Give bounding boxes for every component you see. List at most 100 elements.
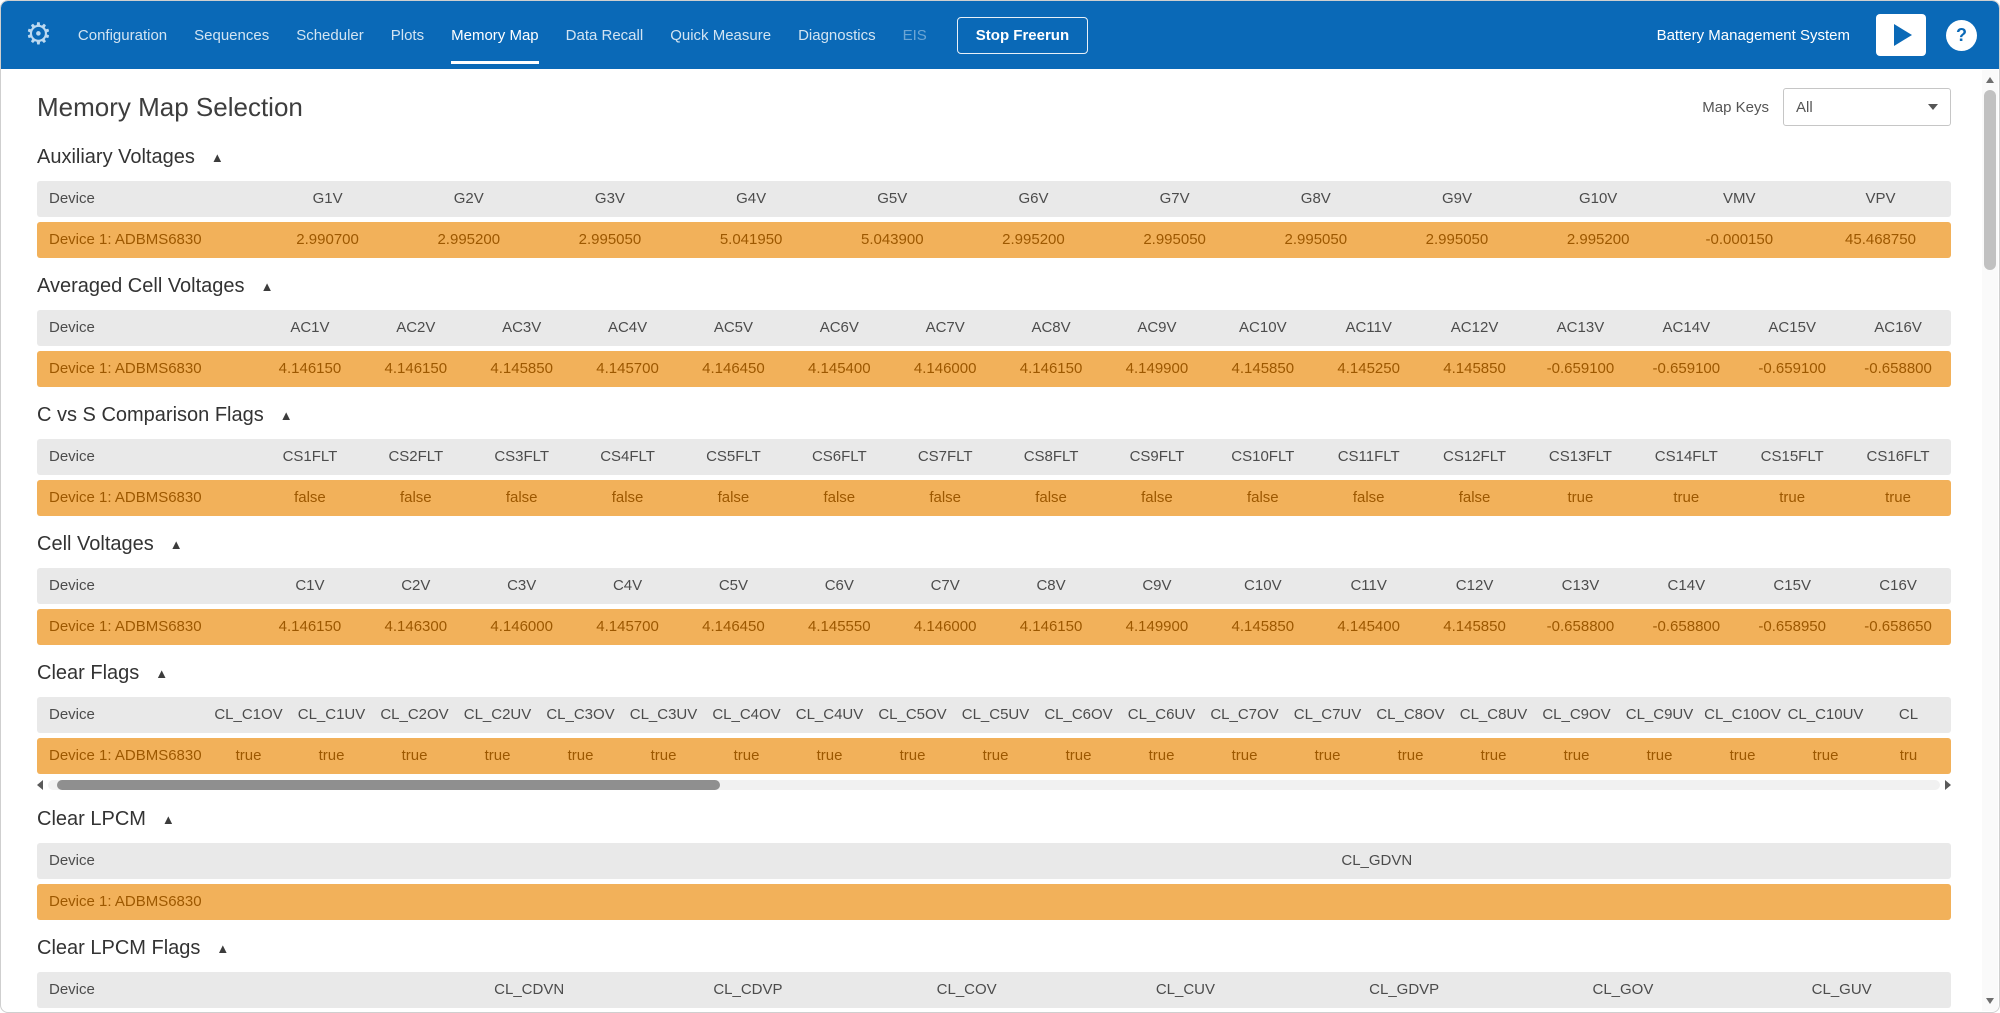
table-cell: Device 1: ADBMS6830 — [49, 489, 202, 506]
table-cell: 4.149900 — [1125, 360, 1189, 377]
table-header-row: Device CS1FLT CS2FLT CS3FLT CS4FLT CS5FLT CS6F… — [37, 439, 1951, 475]
column-header: AC15V — [1768, 319, 1816, 336]
table-cell: true — [1563, 747, 1590, 764]
settings-gear-icon[interactable]: ⚙ — [25, 18, 52, 51]
table-cell: 5.043900 — [860, 231, 924, 248]
help-icon[interactable]: ? — [1946, 19, 1977, 51]
column-header: AC8V — [1031, 319, 1071, 336]
column-header: AC1V — [290, 319, 330, 336]
column-header: CL_GDVN — [1341, 852, 1413, 869]
table-cell: Device 1: ADBMS6830 — [49, 360, 202, 377]
collapse-arrow-icon[interactable]: ▲ — [155, 665, 169, 681]
column-header: G6V — [1018, 190, 1049, 207]
table-cell: true — [733, 747, 760, 764]
vertical-scroll-thumb[interactable] — [1984, 90, 1996, 270]
play-button[interactable] — [1876, 14, 1926, 56]
column-header: Device — [49, 577, 95, 594]
table-row[interactable]: Device 1: ADBMS6830 4.146150 4.146150 4.145… — [37, 351, 1951, 387]
collapse-arrow-icon[interactable]: ▲ — [210, 149, 224, 165]
table-cell: true — [401, 747, 428, 764]
table-cell: 2.995050 — [1284, 231, 1348, 248]
table-cell: 4.145850 — [1231, 360, 1295, 377]
column-header: CL_CDVN — [494, 981, 565, 998]
table-row[interactable]: Device 1: ADBMS6830 2.990700 2.995200 2.995… — [37, 222, 1951, 258]
nav-item-diagnostics[interactable]: Diagnostics — [798, 26, 876, 44]
table-cell: -0.000150 — [1705, 231, 1774, 248]
column-header: CS10FLT — [1231, 448, 1295, 465]
column-header: Device — [49, 448, 95, 465]
column-header: G10V — [1578, 190, 1618, 207]
table: Device CL_C1OV CL_C1UV CL_C2OV CL_C2UV CL_C3O… — [37, 697, 1951, 774]
table-cell: false — [1035, 489, 1067, 506]
table-cell: 4.146000 — [490, 618, 553, 635]
nav-item-configuration[interactable]: Configuration — [77, 26, 168, 44]
table-cell: Device 1: ADBMS6830 — [49, 618, 202, 635]
section-title: Clear LPCM Flags — [37, 936, 201, 959]
table-cell: tru — [1899, 747, 1918, 764]
section-clear-lpcm: Clear LPCM ▲ Device CL_GDVN Device 1: ADBMS6… — [37, 805, 1951, 920]
section-title: Clear Flags — [37, 661, 140, 684]
table-cell: 2.995050 — [1425, 231, 1489, 248]
horizontal-scroll-track[interactable] — [48, 780, 1940, 790]
table-cell — [803, 884, 1951, 920]
collapse-arrow-icon[interactable]: ▲ — [260, 278, 274, 294]
table-cell: -0.658800 — [1864, 360, 1932, 377]
nav-item-data-recall[interactable]: Data Recall — [565, 26, 644, 44]
horizontal-scrollbar[interactable] — [37, 779, 1951, 791]
table-row[interactable]: Device 1: ADBMS6830 false false false false f… — [37, 480, 1951, 516]
table-row[interactable]: Device 1: ADBMS6830 true true true true true t… — [37, 738, 1951, 774]
table-cell: 4.145850 — [490, 360, 553, 377]
column-header: C10V — [1244, 577, 1282, 594]
table-cell: -0.658950 — [1758, 618, 1826, 635]
table-cell: 4.146000 — [913, 360, 977, 377]
column-header: CS5FLT — [706, 448, 761, 465]
section-title: Averaged Cell Voltages — [37, 274, 245, 297]
chevron-down-icon — [1928, 104, 1938, 110]
nav-item-memory-map[interactable]: Memory Map — [451, 1, 539, 69]
collapse-arrow-icon[interactable]: ▲ — [279, 407, 293, 423]
collapse-arrow-icon[interactable]: ▲ — [169, 536, 183, 552]
table-cell: 4.146150 — [278, 618, 342, 635]
scroll-left-icon[interactable] — [37, 780, 43, 790]
table-cell: true — [1779, 489, 1806, 506]
table-cell: false — [505, 489, 538, 506]
horizontal-scroll-thumb[interactable] — [57, 780, 720, 790]
nav-item-quick-measure[interactable]: Quick Measure — [670, 26, 772, 44]
table-cell: 4.145850 — [1443, 360, 1506, 377]
table-row[interactable]: Device 1: ADBMS6830 — [37, 884, 1951, 920]
table-cell: true — [816, 747, 843, 764]
table-header-row: Device CL_C1OV CL_C1UV CL_C2OV CL_C2UV CL_C3O… — [37, 697, 1951, 733]
table-cell: true — [1231, 747, 1258, 764]
table: Device G1V G2V G3V G4V G5V G6V G7V G8V G9V G10V VMV… — [37, 181, 1951, 258]
table-cell: true — [1729, 747, 1756, 764]
nav-item-plots[interactable]: Plots — [390, 26, 425, 44]
nav-item-sequences[interactable]: Sequences — [194, 26, 270, 44]
collapse-arrow-icon[interactable]: ▲ — [161, 811, 175, 827]
content-header: Memory Map Selection Map Keys All — [37, 85, 1951, 129]
table: Device AC1V AC2V AC3V AC4V AC5V AC6V AC7V AC8V AC… — [37, 310, 1951, 387]
column-header: CS13FLT — [1548, 448, 1612, 465]
column-header: CL_GUV — [1811, 981, 1872, 998]
section-heading: Clear LPCM Flags ▲ — [37, 934, 1951, 962]
column-header: CS2FLT — [388, 448, 444, 465]
scroll-up-icon[interactable] — [1982, 72, 1998, 88]
section-title: Auxiliary Voltages — [37, 145, 195, 168]
section-heading: C vs S Comparison Flags ▲ — [37, 401, 1951, 429]
column-header: AC4V — [607, 319, 648, 336]
table-cell: Device 1: ADBMS6830 — [49, 747, 202, 764]
map-keys-select[interactable]: All — [1783, 88, 1951, 126]
column-header: AC12V — [1450, 319, 1499, 336]
table-cell: 5.041950 — [719, 231, 783, 248]
scroll-right-icon[interactable] — [1945, 780, 1951, 790]
column-header: AC5V — [713, 319, 754, 336]
scroll-down-icon[interactable] — [1982, 993, 1998, 1009]
column-header: CS9FLT — [1129, 448, 1185, 465]
nav-item-scheduler[interactable]: Scheduler — [296, 26, 364, 44]
vertical-scrollbar[interactable] — [1982, 70, 1998, 1011]
table-header-row: Device G1V G2V G3V G4V G5V G6V G7V G8V G9V G10V VMV… — [37, 181, 1951, 217]
collapse-arrow-icon[interactable]: ▲ — [216, 940, 230, 956]
table-row[interactable]: Device 1: ADBMS6830 4.146150 4.146300 4.146… — [37, 609, 1951, 645]
stop-freerun-button[interactable]: Stop Freerun — [956, 16, 1089, 54]
column-header: AC16V — [1874, 319, 1922, 336]
table: Device C1V C2V C3V C4V C5V C6V C7V C8V C9V C10V C11… — [37, 568, 1951, 645]
